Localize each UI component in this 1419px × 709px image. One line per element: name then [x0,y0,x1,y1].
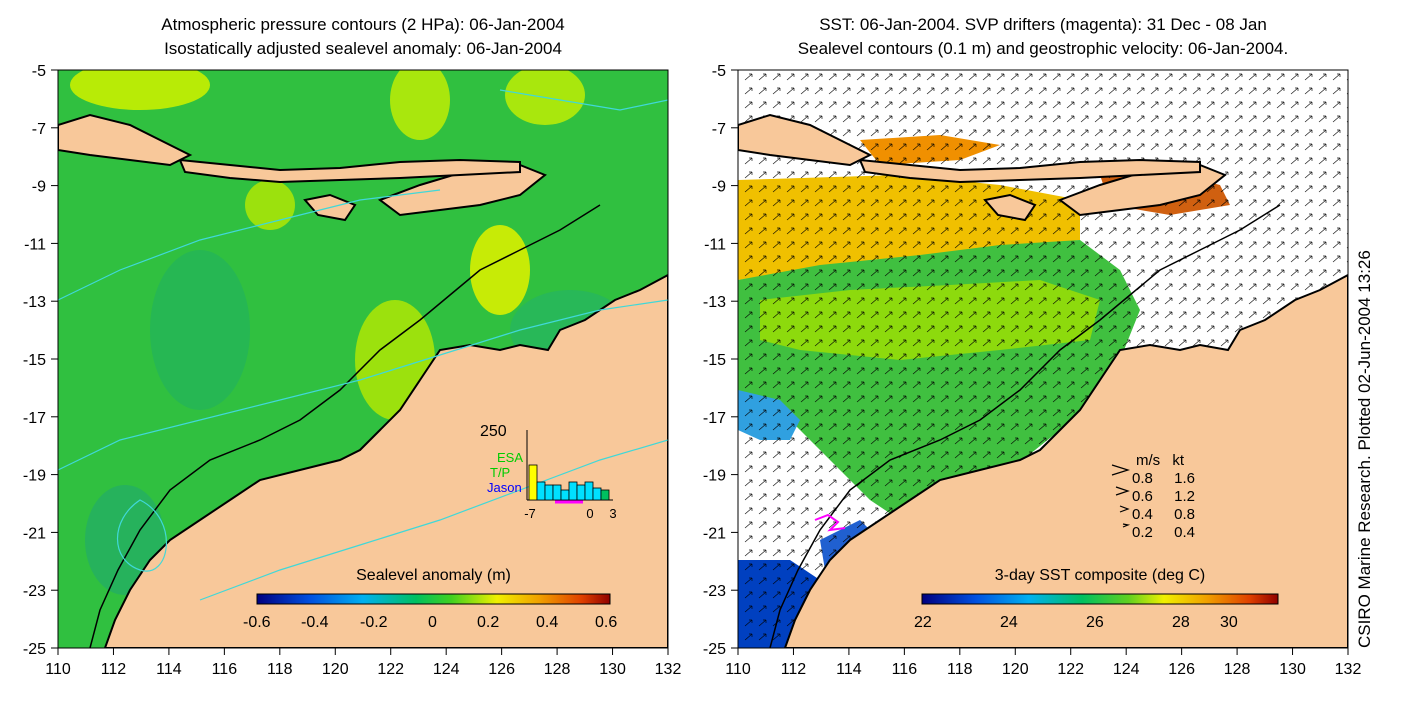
mission-jason: Jason [487,480,522,495]
australia-land-right [783,273,1348,648]
right-colorbar [921,593,1279,605]
histogram-bar [600,489,610,501]
left-colorbar-ticks: -0.6 -0.4 -0.2 0 0.2 0.4 0.6 [243,614,617,634]
left-colorbar-tick: 0.2 [477,614,500,631]
velocity-legend-arrow [1115,486,1130,496]
velocity-legend-ms-header: m/s [1136,452,1161,469]
pressure-contour [117,499,167,572]
timor-island [377,163,547,217]
altimetry-histogram: 250 ESA T/P Jason -7 0 3 [480,423,617,521]
left-colorbar-label: Sealevel anomaly (m) [356,567,511,584]
left-colorbar-tick: 0.4 [536,614,559,631]
anomaly-blob [150,250,250,410]
timor-island-right [1057,163,1227,217]
velocity-kt: 0.8 [1174,506,1196,523]
lesser-sunda-islands-right [858,158,1201,184]
right-colorbar-tick: 22 [914,614,932,631]
right-colorbar-tick: 28 [1172,614,1190,631]
right-colorbar-tick: 24 [1000,614,1018,631]
plot-credit: CSIRO Marine Research. Plotted 02-Jun-20… [1355,250,1374,648]
left-map-frame [57,69,669,649]
java-island [58,113,193,167]
svp-drifter-track [814,513,846,532]
velocity-legend-kt-header: kt [1172,452,1185,469]
mission-esa: ESA [497,450,523,465]
pressure-contour [58,299,668,471]
left-colorbar-tick: 0.6 [595,614,618,631]
lesser-sunda-islands [178,158,521,184]
velocity-ms: 0.6 [1132,488,1153,505]
australia-land [103,273,668,648]
velocity-legend: m/s kt 0.8 1.6 0.6 1.2 0.4 0.8 0.2 0.4 [1132,452,1195,542]
velocity-legend-header: m/s kt [1132,452,1195,470]
left-title-line2: Isostatically adjusted sealevel anomaly:… [164,39,562,58]
velocity-legend-arrow [1122,523,1131,528]
left-colorbar [256,593,611,605]
anomaly-blob [70,70,210,110]
right-colorbar-tick: 26 [1086,614,1104,631]
sumba-island-right [983,193,1037,222]
velocity-kt: 1.2 [1174,488,1196,505]
right-colorbar-label: 3-day SST composite (deg C) [994,567,1206,584]
velocity-legend-row: 0.6 1.2 [1132,488,1195,506]
anomaly-blob [245,180,295,230]
velocity-legend-row: 0.8 1.6 [1132,470,1195,488]
anomaly-blob [470,225,530,315]
velocity-ms: 0.4 [1132,506,1153,523]
pressure-contour [499,89,668,111]
velocity-kt: 1.6 [1174,470,1196,487]
velocity-legend-arrow [1119,505,1130,513]
velocity-legend-arrow [1111,464,1131,476]
velocity-ms: 0.2 [1132,524,1153,541]
velocity-ms: 0.8 [1132,470,1153,487]
histogram-x-tick: 0 [586,506,593,521]
right-title-line2: Sealevel contours (0.1 m) and geostrophi… [797,39,1289,58]
mission-tp: T/P [490,465,510,480]
left-colorbar-tick: -0.4 [301,614,329,631]
right-colorbar-ticks: 22 24 26 28 30 [914,614,1278,634]
velocity-legend-row: 0.2 0.4 [1132,524,1195,542]
histogram-x-tick: -7 [524,506,536,521]
histogram-y-max: 250 [480,423,507,440]
left-colorbar-tick: 0 [428,614,437,631]
left-colorbar-tick: -0.6 [243,614,271,631]
velocity-kt: 0.4 [1174,524,1196,541]
anomaly-blob [390,70,450,140]
histogram-x-tick: 3 [609,506,616,521]
pressure-contour [199,439,668,601]
right-colorbar-tick: 30 [1220,614,1238,631]
shelf-contour-right [769,204,1281,648]
right-title-line1: SST: 06-Jan-2004. SVP drifters (magenta)… [819,15,1267,34]
shelf-contour [89,204,601,648]
velocity-legend-row: 0.4 0.8 [1132,506,1195,524]
right-map-frame [737,69,1349,649]
left-colorbar-tick: -0.2 [360,614,388,631]
left-title-line1: Atmospheric pressure contours (2 HPa): 0… [161,15,565,34]
java-island-right [738,113,873,167]
pressure-contour [58,189,441,301]
